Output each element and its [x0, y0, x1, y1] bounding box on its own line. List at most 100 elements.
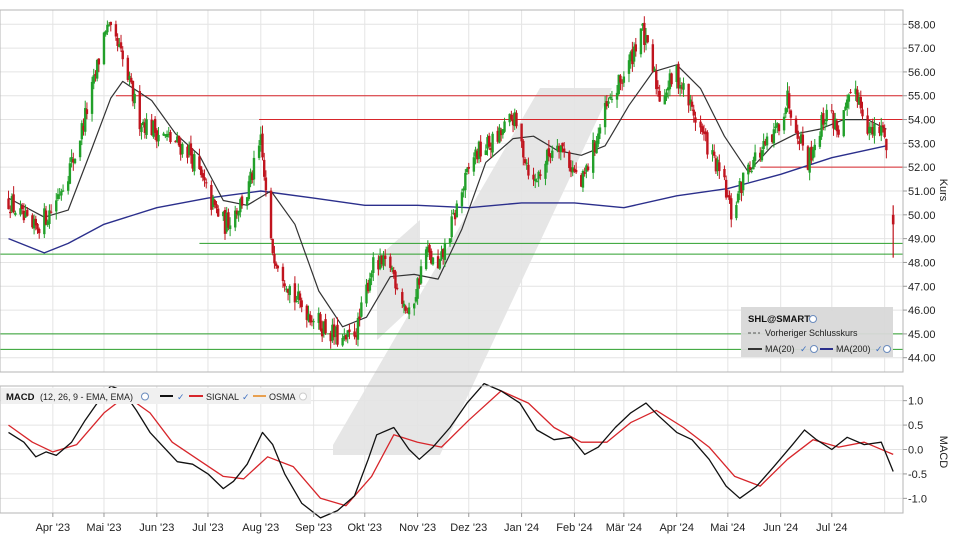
x-tick-label: Mai '24 [710, 522, 745, 534]
legend-ma200-settings-icon[interactable] [883, 345, 891, 353]
candle-body [677, 63, 680, 89]
legend-ma200-check-icon[interactable]: ✓ [875, 344, 883, 354]
candle-body [752, 159, 755, 170]
candle-body [215, 204, 218, 209]
candle-body [31, 215, 34, 228]
price-y-tick-label: 44.00 [908, 353, 936, 365]
price-y-tick-label: 50.00 [908, 210, 936, 222]
candle-body [489, 148, 493, 150]
candle-body [498, 127, 501, 143]
candle-body [866, 115, 869, 134]
candle-body [130, 77, 133, 83]
price-y-tick-label: 46.00 [908, 305, 936, 317]
legend-ma20-check-icon[interactable]: ✓ [800, 344, 808, 354]
candle-body [620, 82, 624, 84]
x-tick-label: Jul '24 [816, 522, 847, 534]
candle-body [810, 146, 813, 161]
candle-body [511, 119, 515, 126]
candle-body [169, 132, 172, 142]
candle-body [765, 136, 769, 146]
x-tick-label: Jul '23 [192, 522, 223, 534]
candle-body [486, 137, 489, 149]
candle-body [603, 102, 607, 128]
candle-body [419, 266, 423, 284]
legend-ma20-settings-icon[interactable] [810, 345, 818, 353]
candle-body [251, 173, 254, 180]
macd-info-icon[interactable] [141, 392, 149, 401]
candle-body [460, 192, 464, 207]
candle-body [199, 166, 203, 175]
candle-body [414, 297, 418, 302]
candle-body [655, 71, 658, 90]
x-tick-label: Dez '23 [450, 522, 487, 534]
candle-body [784, 108, 787, 114]
candle-body [818, 135, 822, 147]
watermark-main-shape [333, 88, 612, 455]
price-y-tick-label: 52.00 [908, 162, 936, 174]
candle-body [491, 133, 494, 153]
macd-signal-line [8, 390, 894, 507]
candle-body [580, 175, 583, 187]
candle-body [334, 327, 337, 337]
candle-body [871, 127, 874, 135]
candle-body [331, 324, 334, 341]
candle-body [165, 133, 169, 138]
candle-body [407, 307, 411, 315]
candle-body [252, 157, 256, 180]
macd-legend-osma-label: OSMA [269, 392, 296, 402]
x-tick-label: Mai '23 [86, 522, 121, 534]
candle-body [298, 293, 302, 301]
candle-body [701, 126, 704, 132]
macd-y-axis: 1.0 0.5 0.0 -0.5 -1.0 [903, 396, 927, 505]
candle-body [430, 250, 433, 264]
candle-body [632, 46, 636, 62]
legend-title-info-icon[interactable] [809, 315, 817, 323]
candle-body [305, 305, 309, 320]
candle-body [167, 133, 170, 135]
candle-body [360, 302, 363, 317]
candle-body [714, 158, 718, 172]
candlesticks [7, 16, 895, 349]
candle-body [796, 130, 799, 139]
candle-body [281, 266, 285, 282]
candle-body [177, 135, 181, 146]
candle-body [22, 210, 26, 221]
candle-body [317, 312, 320, 323]
candle-body [878, 126, 881, 134]
macd-legend-macd-check-icon[interactable]: ✓ [177, 392, 185, 402]
macd-legend-signal-check-icon[interactable]: ✓ [242, 392, 250, 402]
candle-body [14, 212, 17, 215]
candle-body [643, 22, 646, 45]
candle-body [366, 282, 370, 292]
macd-legend-osma-toggle-icon[interactable] [299, 392, 307, 401]
candle-body [741, 172, 745, 191]
candle-body [34, 218, 37, 226]
x-tick-label: Jun '23 [139, 522, 174, 534]
macd-lines [8, 382, 894, 519]
candle-body [883, 128, 886, 138]
candle-body [440, 251, 443, 260]
candle-body [181, 144, 184, 155]
macd-y-tick-label: 1.0 [908, 396, 923, 408]
candle-body [545, 149, 549, 165]
candle-body [619, 75, 622, 83]
candle-body [706, 132, 709, 155]
macd-grid [0, 386, 903, 513]
candle-body [788, 93, 791, 109]
candle-body [46, 221, 49, 225]
candle-body [586, 166, 590, 171]
candle-body [85, 109, 89, 115]
candle-body [378, 256, 382, 269]
price-legend: SHL@SMART Vorheriger Schlusskurs MA(20) … [741, 307, 893, 357]
candle-body [150, 119, 153, 135]
candle-body [834, 118, 837, 130]
candle-body [44, 210, 48, 225]
candle-body [179, 143, 182, 155]
candle-body [568, 151, 571, 169]
candle-body [273, 253, 276, 264]
candle-body [523, 159, 527, 164]
candle-body [319, 314, 322, 330]
candle-body [428, 244, 431, 253]
candle-body [346, 330, 349, 337]
candle-body [453, 213, 457, 220]
